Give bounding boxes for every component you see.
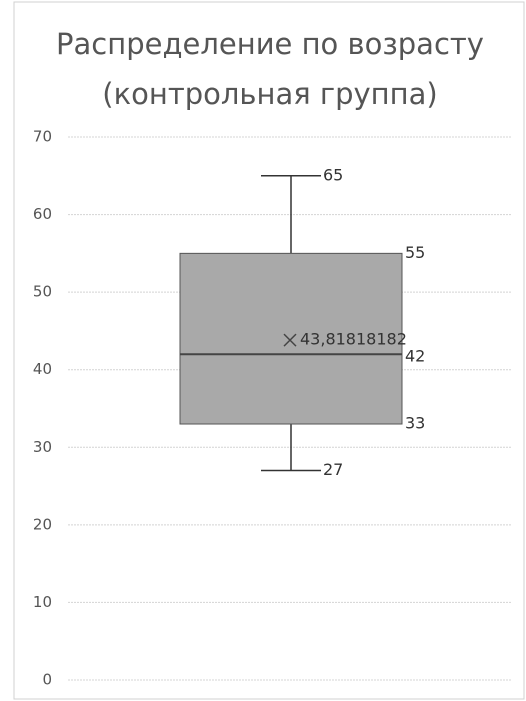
chart-frame [13,1,525,700]
y-tick-label: 0 [42,671,52,689]
y-tick-label: 70 [33,128,52,146]
mean-marker [283,333,297,347]
data-label: 65 [323,165,343,184]
y-tick-label: 60 [33,205,52,223]
y-tick-label: 50 [33,283,52,301]
chart-title: Распределение по возрасту [56,27,484,61]
y-tick-label: 10 [33,593,52,611]
chart-title: (контрольная группа) [102,77,437,111]
y-tick-label: 30 [33,438,52,456]
data-label: 27 [323,460,343,479]
data-label: 55 [405,243,425,262]
data-label: 42 [405,347,425,366]
y-tick-label: 40 [33,360,52,378]
data-label: 43,81818182 [300,330,407,349]
y-tick-label: 20 [33,515,52,533]
data-label: 33 [405,414,425,433]
